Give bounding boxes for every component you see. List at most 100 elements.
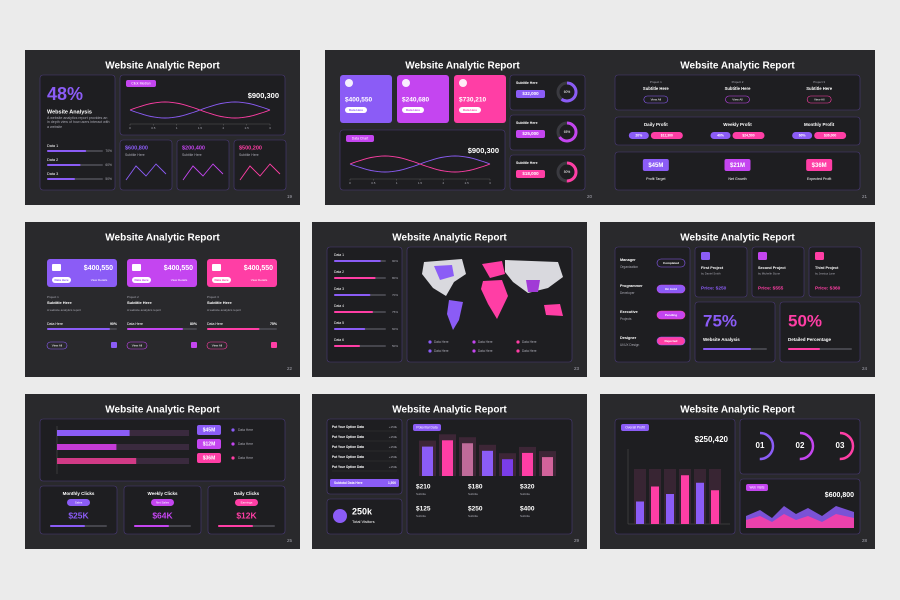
label: View Details — [91, 278, 108, 282]
slide-title: Website Analytic Report — [680, 233, 795, 244]
chart-value: $900,300 — [248, 91, 279, 100]
bar — [502, 459, 513, 476]
label: Pending — [665, 313, 677, 317]
value-box — [197, 425, 221, 435]
label: Data Here — [54, 278, 68, 282]
label: Designer — [620, 336, 637, 340]
label: Manager — [620, 258, 636, 262]
label: by Daniel Smith — [701, 272, 721, 276]
legend-label: Data Here — [434, 340, 449, 344]
bar — [57, 430, 130, 436]
label: Profit Target — [646, 177, 665, 181]
label: Weekly Clicks — [148, 491, 178, 496]
label: $36,000 — [824, 134, 836, 138]
page-number: 19 — [287, 194, 293, 199]
slide-title: Website Analytic Report — [105, 405, 220, 416]
label: Put Your Option Data — [332, 455, 364, 459]
badge — [346, 135, 374, 142]
label: Overall Profit — [625, 426, 645, 430]
subtotal-bar — [330, 479, 399, 487]
legend-label: Data Here — [238, 442, 253, 446]
label: Expected Profit — [807, 177, 831, 181]
label: Earnings — [241, 500, 253, 504]
label: Price: $360 — [815, 285, 841, 291]
label: A website analytics report — [207, 308, 241, 312]
legend-label: Data Here — [434, 349, 449, 353]
wave-line — [349, 155, 491, 173]
label: +150k — [389, 465, 398, 469]
label: A website analytics report — [127, 308, 161, 312]
label: Organization — [620, 265, 638, 269]
label: Data Here — [134, 278, 148, 282]
label: $320 — [520, 484, 535, 491]
icon — [701, 252, 710, 260]
label: 70% — [105, 149, 112, 153]
pill — [516, 90, 545, 98]
map-region — [481, 280, 508, 319]
big-stat: 48% — [47, 84, 83, 104]
legend-label: Data Here — [522, 340, 537, 344]
label: View All — [814, 97, 825, 101]
label: $400,550 — [84, 265, 113, 272]
map-region — [447, 300, 463, 330]
label: Put Your Option Data — [332, 445, 364, 449]
bar — [542, 457, 553, 476]
pill — [792, 132, 813, 139]
area — [746, 514, 854, 528]
label: 50% — [392, 344, 398, 348]
badge — [746, 484, 768, 491]
bar — [422, 446, 433, 476]
label: Data Here — [349, 108, 363, 112]
step-ring — [785, 431, 815, 461]
slide: Website Analytic Report 29 Put Your Option… — [312, 394, 587, 549]
panel — [119, 74, 286, 136]
slide: Website Analytic Report 22 $400,550 Data He… — [25, 222, 300, 377]
label: 250k — [352, 506, 373, 516]
sparkline — [182, 163, 224, 181]
label: Daily Profit — [644, 122, 668, 127]
pill — [459, 107, 481, 113]
label: View All — [132, 343, 143, 347]
big-stat: 50% — [788, 311, 822, 330]
button — [643, 95, 669, 104]
label: Subtitle Here — [207, 300, 232, 305]
page-number: 22 — [287, 366, 293, 371]
page-number: 25 — [287, 538, 293, 543]
value-box — [806, 159, 833, 171]
label: Project 2 — [732, 80, 744, 84]
slide-title: Website Analytic Report — [392, 405, 507, 416]
x-tick-label: 1.5 — [198, 126, 203, 130]
bar-track — [57, 444, 189, 450]
label: $400 — [520, 506, 535, 513]
label: Monthly Clicks — [63, 491, 95, 496]
pill — [628, 132, 649, 139]
wave-line — [129, 101, 271, 119]
legend-dot — [428, 340, 432, 344]
map-region — [544, 304, 563, 316]
label: Data 2 — [334, 270, 344, 274]
slide: Website Analytic Report 23 Data 1 90% Data 2… — [312, 222, 587, 377]
label: 75% — [392, 310, 398, 314]
label: Data 5 — [334, 321, 344, 325]
x-tick-label: 3 — [489, 181, 491, 185]
chart-value: $900,300 — [468, 146, 499, 155]
button — [126, 341, 148, 350]
decor-line — [218, 525, 253, 527]
slide: Website Analytic Report 25 $45M Data Here $1… — [25, 394, 300, 549]
label: First Project — [701, 266, 724, 270]
panel — [207, 485, 286, 535]
pill — [516, 130, 545, 138]
label: $21M — [730, 163, 745, 169]
status-pill — [656, 258, 686, 268]
label: Put Your Option Data — [332, 435, 364, 439]
label: 90% — [392, 259, 398, 263]
bar — [442, 440, 453, 476]
label: View All — [651, 97, 662, 101]
x-tick-label: 0.5 — [371, 181, 376, 185]
label: $250 — [468, 506, 483, 513]
label: 80% — [190, 322, 198, 326]
page-number: 20 — [587, 194, 593, 199]
legend-label: Data Here — [238, 456, 253, 460]
label: 40% — [717, 134, 724, 138]
